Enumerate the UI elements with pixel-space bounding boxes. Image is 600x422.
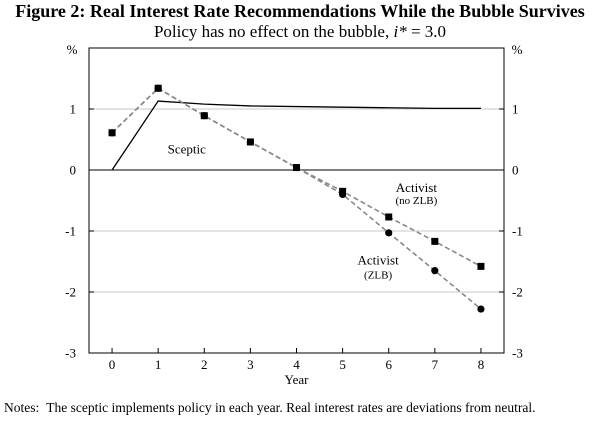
y-tick-label-left: 0 bbox=[70, 163, 77, 178]
figure-subtitle: Policy has no effect on the bubble, i* =… bbox=[0, 21, 600, 43]
y-unit-label-left: % bbox=[67, 42, 78, 57]
series-line bbox=[111, 87, 482, 268]
x-tick-label: 2 bbox=[201, 357, 208, 372]
x-tick-label: 4 bbox=[293, 357, 300, 372]
data-point-circle bbox=[477, 305, 485, 313]
subtitle-suffix: = 3.0 bbox=[406, 22, 447, 41]
subtitle-variable: i* bbox=[393, 22, 407, 41]
figure-notes: Notes: The sceptic implements policy in e… bbox=[4, 399, 535, 417]
x-axis-label: Year bbox=[285, 372, 310, 387]
y-tick-label-right: 1 bbox=[512, 102, 519, 117]
y-tick-label-right: -3 bbox=[512, 346, 523, 361]
data-point-circle bbox=[108, 129, 116, 137]
y-tick-label-left: -1 bbox=[65, 224, 76, 239]
y-tick-label-right: -2 bbox=[512, 285, 523, 300]
x-tick-label: 7 bbox=[432, 357, 439, 372]
series-line bbox=[111, 87, 482, 310]
data-point-circle bbox=[292, 163, 301, 172]
y-unit-label-right: % bbox=[512, 42, 523, 57]
data-point-circle bbox=[200, 112, 208, 120]
data-point-square bbox=[385, 213, 393, 221]
x-tick-label: 1 bbox=[155, 357, 162, 372]
subtitle-prefix: Policy has no effect on the bubble, bbox=[153, 22, 394, 41]
y-tick-label-left: -2 bbox=[65, 285, 76, 300]
series-label-no-zlb-line1: Activist bbox=[396, 180, 438, 195]
y-tick-label-left: -3 bbox=[65, 346, 76, 361]
data-point-square bbox=[431, 237, 439, 245]
notes-text: The sceptic implements policy in each ye… bbox=[46, 400, 536, 415]
data-point-circle bbox=[339, 190, 347, 198]
x-tick-label: 0 bbox=[109, 357, 116, 372]
notes-label: Notes: bbox=[4, 400, 40, 415]
x-tick-label: 5 bbox=[339, 357, 346, 372]
plot-frame bbox=[88, 47, 505, 354]
y-tick-label-left: 1 bbox=[70, 102, 77, 117]
series-line bbox=[111, 100, 481, 171]
y-tick-label-right: 0 bbox=[512, 163, 519, 178]
data-point-circle bbox=[431, 267, 439, 275]
figure-title: Figure 2: Real Interest Rate Recommendat… bbox=[15, 1, 585, 21]
series-label-zlb-line2: (ZLB) bbox=[364, 270, 392, 282]
data-point-square bbox=[477, 262, 485, 270]
y-tick-label-right: -1 bbox=[512, 224, 523, 239]
x-tick-label: 3 bbox=[247, 357, 254, 372]
data-point-circle bbox=[154, 84, 162, 92]
x-tick-label: 8 bbox=[478, 357, 485, 372]
data-point-circle bbox=[246, 138, 254, 146]
x-tick-label: 6 bbox=[385, 357, 392, 372]
series-label-no-zlb-line2: (no ZLB) bbox=[395, 195, 437, 207]
series-label-sceptic: Sceptic bbox=[168, 142, 206, 157]
data-point-circle bbox=[385, 229, 393, 237]
series-label-zlb-line1: Activist bbox=[358, 253, 400, 268]
